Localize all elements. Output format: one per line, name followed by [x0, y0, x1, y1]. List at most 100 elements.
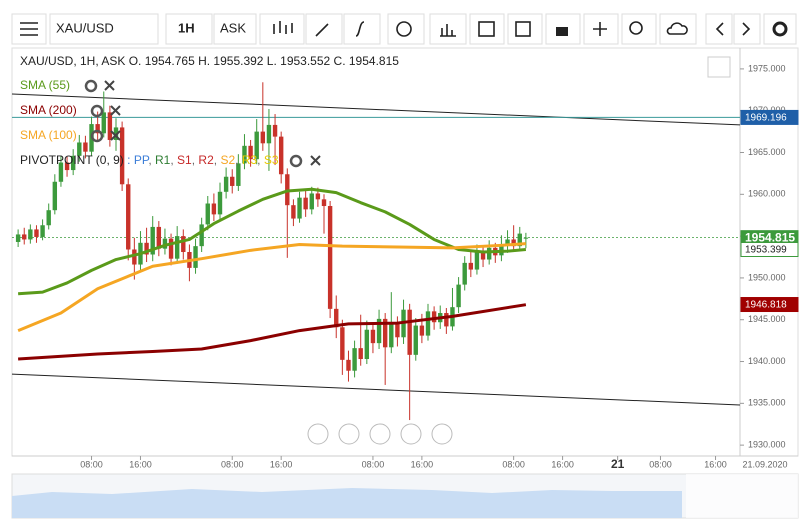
candle-body — [444, 313, 449, 327]
legend-remove[interactable] — [104, 80, 115, 91]
candle-body — [107, 112, 113, 140]
pivot-legend-part: , — [192, 153, 195, 167]
pivot-legend-part: , — [235, 153, 238, 167]
candle-body — [83, 142, 88, 152]
zoom-button[interactable] — [621, 13, 657, 45]
side: ASK — [220, 20, 246, 35]
candle-body — [511, 239, 516, 247]
candle-body — [358, 348, 363, 360]
chart-frame — [11, 47, 799, 457]
y-tick-label: 1935.000 — [748, 398, 786, 408]
pivot-legend-part: S1 — [177, 153, 192, 167]
candle-body — [144, 242, 149, 255]
legend-entry: SMA (200) — [20, 103, 77, 117]
expand-button[interactable] — [707, 56, 731, 78]
chart-type-button[interactable] — [259, 13, 305, 45]
candle-body — [119, 127, 125, 185]
candle-body — [334, 308, 339, 328]
y-tick-label: 1975.000 — [748, 63, 786, 73]
prev-button[interactable] — [705, 13, 733, 45]
scroll-right[interactable] — [431, 423, 453, 445]
candle-body — [217, 191, 223, 215]
candle-body — [505, 239, 510, 246]
toolbar: XAU/USD 1H ASK — [0, 0, 799, 46]
next-icon — [742, 22, 751, 36]
legend-remove[interactable] — [110, 105, 121, 116]
prev-icon — [715, 22, 724, 36]
zoom-out[interactable] — [338, 423, 360, 445]
candle-body — [376, 318, 382, 344]
candle-body — [419, 325, 425, 336]
indicator-icon — [440, 24, 456, 37]
candle-body — [199, 224, 204, 247]
candle-body — [156, 226, 162, 249]
price-label-box — [740, 109, 799, 125]
candle-body — [260, 131, 266, 144]
candle-body — [340, 327, 345, 360]
side-select[interactable] — [213, 13, 257, 45]
symbol-select[interactable] — [49, 13, 159, 45]
y-tick-label: 1940.000 — [748, 356, 786, 366]
info-button[interactable] — [387, 13, 425, 45]
candle-body — [248, 145, 253, 160]
pivot-legend-part: PP — [134, 153, 150, 167]
candle-body — [205, 203, 210, 225]
candle-body — [382, 318, 388, 348]
candle-body — [168, 238, 174, 259]
cloud-icon — [666, 22, 688, 35]
x-tick-label: 08:00 — [502, 459, 525, 469]
pivot-legend-part: S3 — [264, 153, 279, 167]
legend-settings[interactable] — [84, 79, 98, 93]
candle-body — [321, 199, 327, 207]
candle-body — [132, 249, 137, 265]
candle-body — [162, 238, 168, 249]
trendline — [11, 93, 741, 126]
calendar-button[interactable] — [469, 13, 505, 45]
candle-body — [64, 162, 70, 171]
pivot-legend-part: , — [214, 153, 217, 167]
pivot-settings[interactable] — [289, 154, 303, 168]
price-label: 1954.815 — [745, 230, 795, 244]
trendline — [11, 373, 741, 406]
legend-settings[interactable] — [90, 104, 104, 118]
reset[interactable] — [369, 423, 391, 445]
candle-body — [523, 237, 529, 239]
candle-body — [150, 226, 155, 255]
chart-type-icon — [273, 21, 293, 34]
zoom-in[interactable] — [400, 423, 422, 445]
news-button[interactable] — [507, 13, 543, 45]
y-tick-label: 1965.000 — [748, 147, 786, 157]
pivot-legend-part: PIVOTPOINT (0, 9) — [20, 153, 124, 167]
candle-body — [181, 236, 186, 252]
candle-body — [303, 197, 308, 210]
candle-body — [211, 203, 217, 215]
sma-line — [18, 187, 527, 296]
calendar-icon — [478, 21, 495, 37]
info-icon — [396, 21, 412, 37]
candle-body — [297, 197, 302, 219]
interval-select[interactable] — [165, 13, 213, 45]
candle-body — [517, 233, 522, 247]
scroll-left[interactable] — [307, 423, 329, 445]
candle-body — [462, 262, 467, 285]
price-label-box — [740, 297, 799, 313]
settings-button[interactable] — [763, 13, 797, 45]
pivot-legend-part: S2 — [220, 153, 235, 167]
candle-body — [77, 142, 82, 156]
symbol: XAU/USD — [56, 20, 114, 35]
legend-settings[interactable] — [90, 129, 104, 143]
next-button[interactable] — [733, 13, 761, 45]
lock-icon — [556, 27, 568, 36]
candle-body — [468, 262, 474, 270]
legend-remove[interactable] — [110, 130, 121, 141]
candle-body — [486, 247, 492, 260]
pivot-remove[interactable] — [310, 155, 321, 166]
candle-body — [309, 193, 314, 210]
y-tick-label: 1930.000 — [748, 440, 786, 450]
pivot-legend-part: , — [148, 153, 151, 167]
price-label-box — [740, 242, 799, 258]
cloud-button[interactable] — [659, 13, 697, 45]
function-button[interactable] — [343, 13, 381, 45]
indicator-button[interactable] — [429, 13, 467, 45]
